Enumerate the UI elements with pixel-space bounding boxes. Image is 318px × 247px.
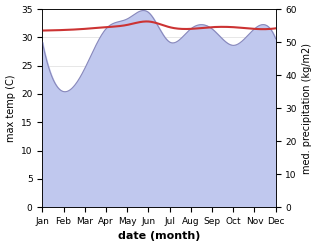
X-axis label: date (month): date (month) bbox=[118, 231, 200, 242]
Y-axis label: max temp (C): max temp (C) bbox=[5, 74, 16, 142]
Y-axis label: med. precipitation (kg/m2): med. precipitation (kg/m2) bbox=[302, 43, 313, 174]
